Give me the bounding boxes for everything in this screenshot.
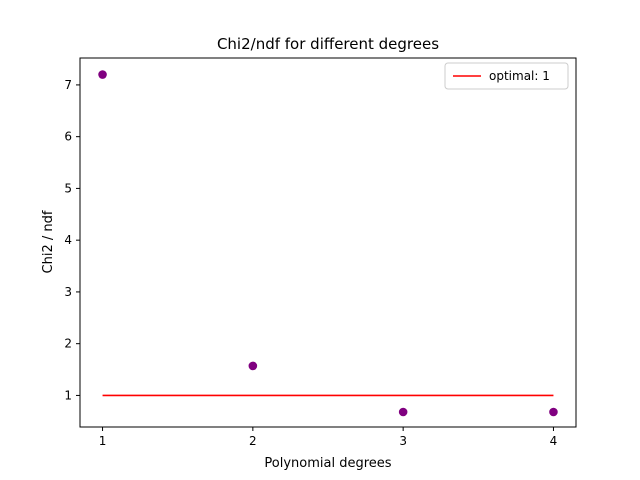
x-tick-label: 1 — [99, 434, 107, 448]
axes: 1 2 3 4 1 2 3 4 5 6 7 — [64, 57, 577, 448]
legend-label: optimal: 1 — [489, 69, 550, 83]
x-tick-label: 3 — [399, 434, 407, 448]
plot-area — [98, 70, 558, 417]
y-tick-label: 4 — [64, 233, 72, 247]
x-tick-label: 2 — [249, 434, 257, 448]
chart-title: Chi2/ndf for different degrees — [217, 35, 439, 53]
legend: optimal: 1 — [444, 62, 569, 90]
data-point — [98, 70, 107, 79]
y-tick-label: 2 — [64, 337, 72, 351]
y-tick-label: 1 — [64, 388, 72, 402]
x-tick-label: 4 — [550, 434, 558, 448]
legend-box — [444, 62, 569, 90]
data-point — [398, 407, 408, 417]
x-axis-label: Polynomial degrees — [264, 456, 391, 471]
y-tick-label: 3 — [64, 285, 72, 299]
y-tick-label: 6 — [64, 130, 72, 144]
axes-frame — [79, 57, 577, 428]
y-tick-label: 7 — [64, 78, 72, 92]
data-point — [549, 407, 558, 417]
y-axis-label: Chi2 / ndf — [41, 210, 56, 273]
data-point — [248, 361, 258, 371]
y-tick-label: 5 — [64, 181, 72, 195]
